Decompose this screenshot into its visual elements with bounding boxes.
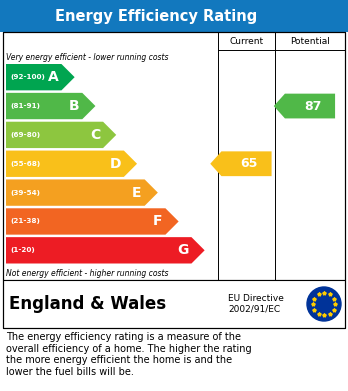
Text: 65: 65 [240, 157, 258, 170]
Text: 87: 87 [304, 100, 321, 113]
Text: Current: Current [229, 36, 263, 45]
Bar [3, 32, 345, 328]
Polygon shape [6, 237, 205, 264]
Circle shape [307, 287, 341, 321]
Polygon shape [6, 93, 95, 119]
Text: (1-20): (1-20) [10, 248, 35, 253]
Polygon shape [6, 179, 158, 206]
Text: (69-80): (69-80) [10, 132, 40, 138]
Text: F: F [153, 215, 163, 228]
Bar [3, 32, 345, 280]
Bar [3, 280, 345, 328]
Text: The energy efficiency rating is a measure of the
overall efficiency of a home. T: The energy efficiency rating is a measur… [6, 332, 252, 377]
Text: Energy Efficiency Rating: Energy Efficiency Rating [55, 9, 258, 23]
Text: B: B [69, 99, 79, 113]
Text: (55-68): (55-68) [10, 161, 40, 167]
Text: E: E [132, 186, 142, 200]
Polygon shape [6, 64, 74, 90]
Text: Very energy efficient - lower running costs: Very energy efficient - lower running co… [6, 53, 168, 62]
Polygon shape [274, 94, 335, 118]
Polygon shape [6, 208, 179, 235]
Text: A: A [48, 70, 58, 84]
Bar [0, 0, 348, 32]
Text: (92-100): (92-100) [10, 74, 45, 80]
Text: Not energy efficient - higher running costs: Not energy efficient - higher running co… [6, 269, 168, 278]
Polygon shape [6, 151, 137, 177]
Text: (81-91): (81-91) [10, 103, 40, 109]
Text: G: G [177, 243, 189, 257]
Text: (21-38): (21-38) [10, 219, 40, 224]
Text: D: D [109, 157, 121, 171]
Text: C: C [90, 128, 100, 142]
Text: (39-54): (39-54) [10, 190, 40, 196]
Polygon shape [210, 151, 271, 176]
Text: Potential: Potential [290, 36, 330, 45]
Text: England & Wales: England & Wales [9, 295, 166, 313]
Text: EU Directive
2002/91/EC: EU Directive 2002/91/EC [228, 294, 284, 314]
Polygon shape [6, 122, 116, 148]
